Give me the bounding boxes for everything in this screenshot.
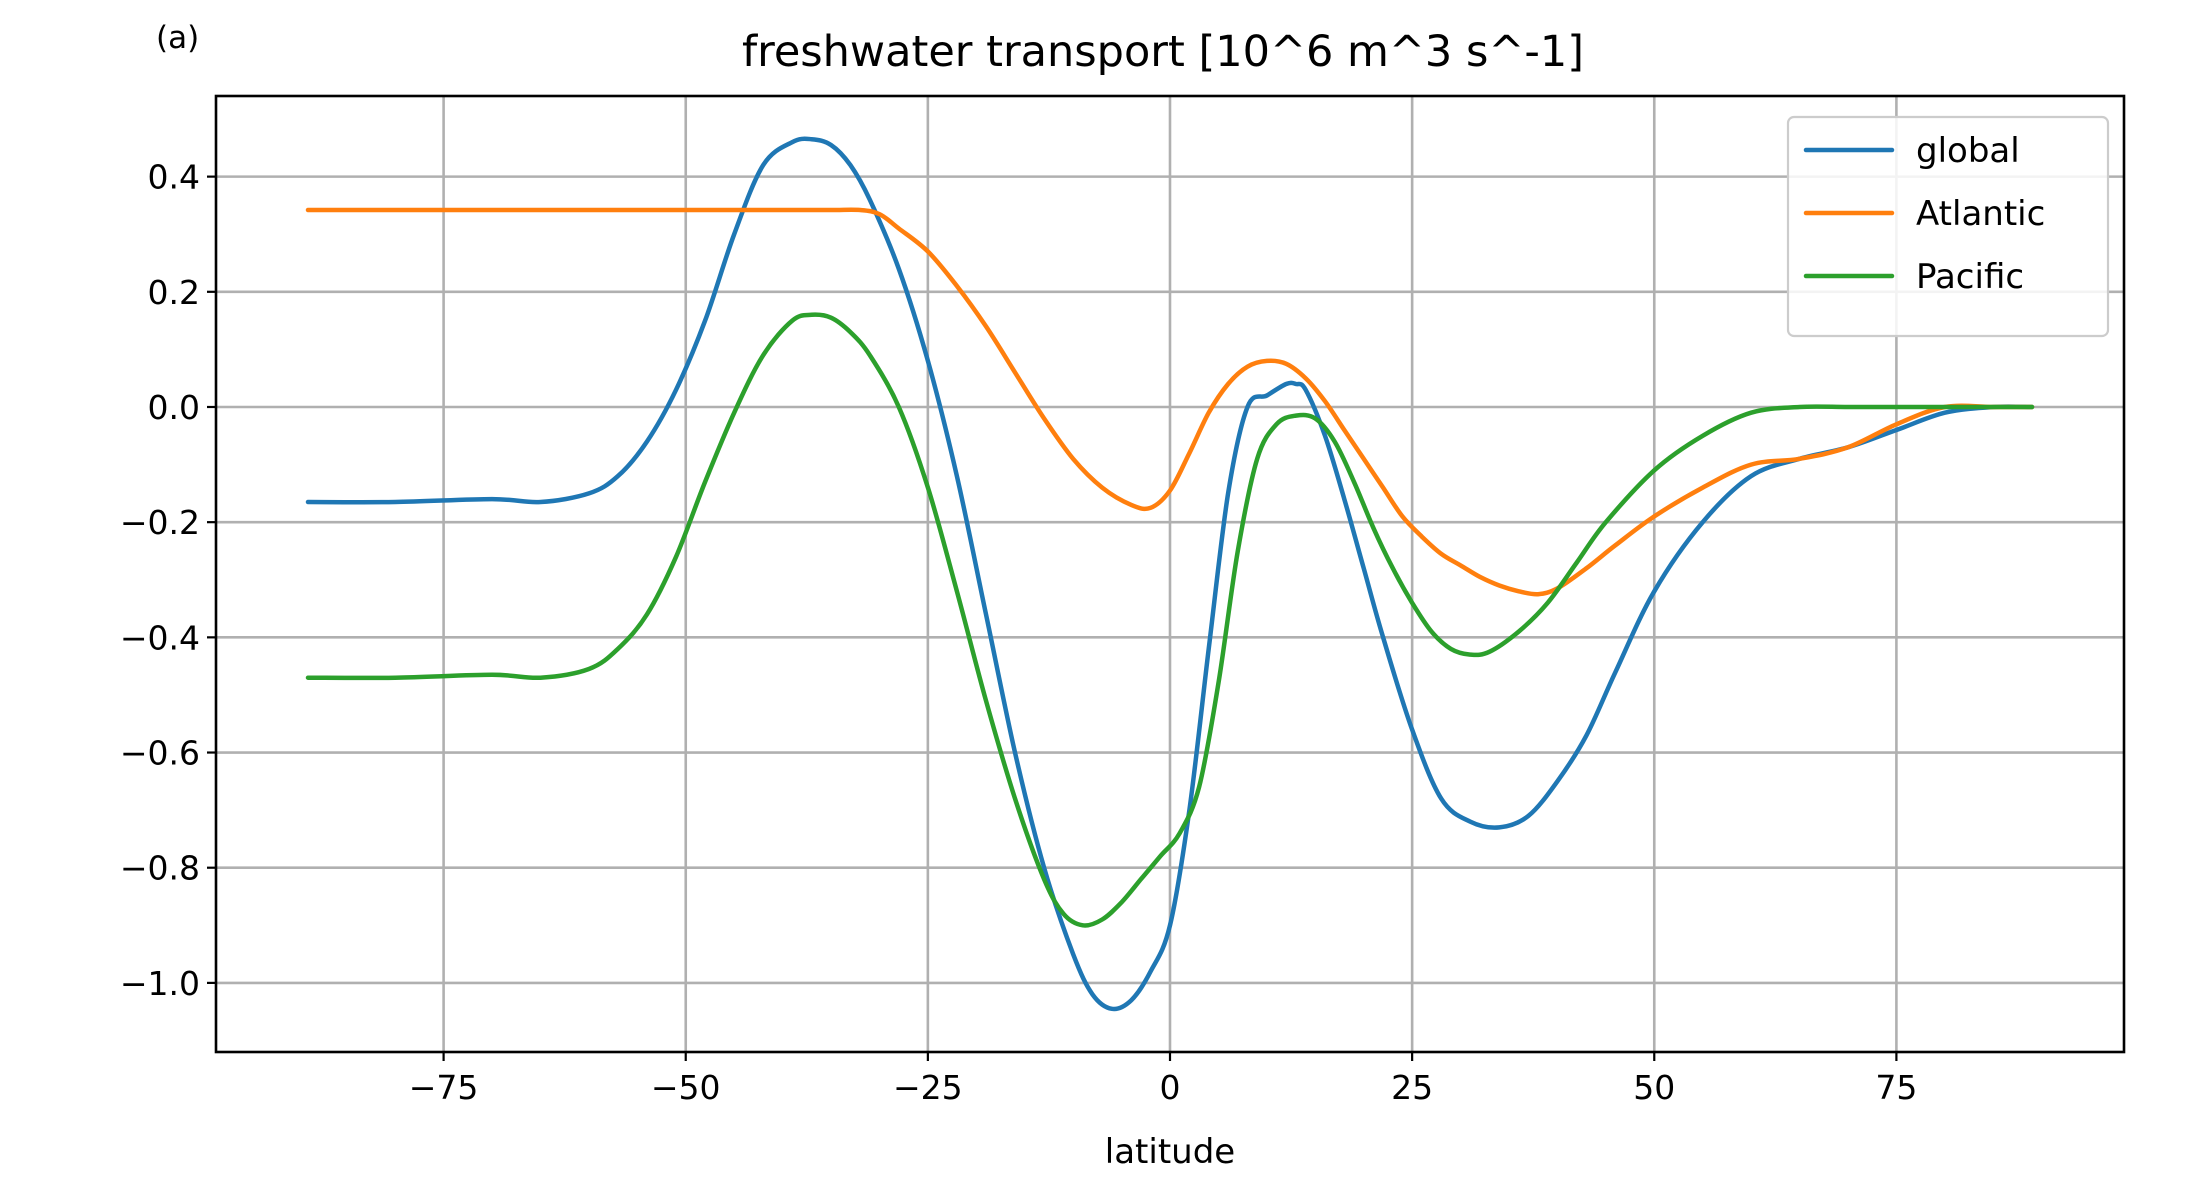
series-layer <box>305 136 2035 1012</box>
y-tick-label: 0.0 <box>148 388 200 427</box>
x-tick-label: 75 <box>1875 1068 1917 1107</box>
legend-label-pacific: Pacific <box>1916 257 2024 297</box>
y-tick-label: 0.2 <box>148 273 200 312</box>
series-line-atlantic <box>305 207 2035 597</box>
legend-box <box>1786 115 2110 338</box>
x-tick-label: −75 <box>409 1068 479 1107</box>
x-tick-label: −25 <box>893 1068 963 1107</box>
y-tick-label: −0.6 <box>120 734 200 773</box>
panel-label: (a) <box>156 20 199 56</box>
series-line-pacific <box>305 312 2035 928</box>
y-tick-label: 0.4 <box>148 158 200 197</box>
ticks: −75 −50 −25 0 25 50 75 0.4 0.2 0.0 −0.2 −0.4 −0.6 −0.… <box>120 158 1918 1107</box>
legend-label-atlantic: Atlantic <box>1916 194 2045 234</box>
x-tick-label: 25 <box>1391 1068 1433 1107</box>
x-tick-label: −50 <box>651 1068 721 1107</box>
x-tick-label: 50 <box>1633 1068 1675 1107</box>
legend: global Atlantic Pacific <box>1786 115 2110 338</box>
y-tick-label: −1.0 <box>120 964 200 1003</box>
y-tick-label: −0.4 <box>120 618 200 657</box>
series-line-global <box>305 136 2035 1012</box>
legend-label-global: global <box>1916 131 2020 171</box>
chart-title: freshwater transport [10^6 m^3 s^-1] <box>742 27 1584 77</box>
x-tick-label: 0 <box>1160 1068 1181 1107</box>
y-tick-label: −0.2 <box>120 503 200 542</box>
y-tick-label: −0.8 <box>120 849 200 888</box>
x-axis-label: latitude <box>1105 1132 1235 1172</box>
